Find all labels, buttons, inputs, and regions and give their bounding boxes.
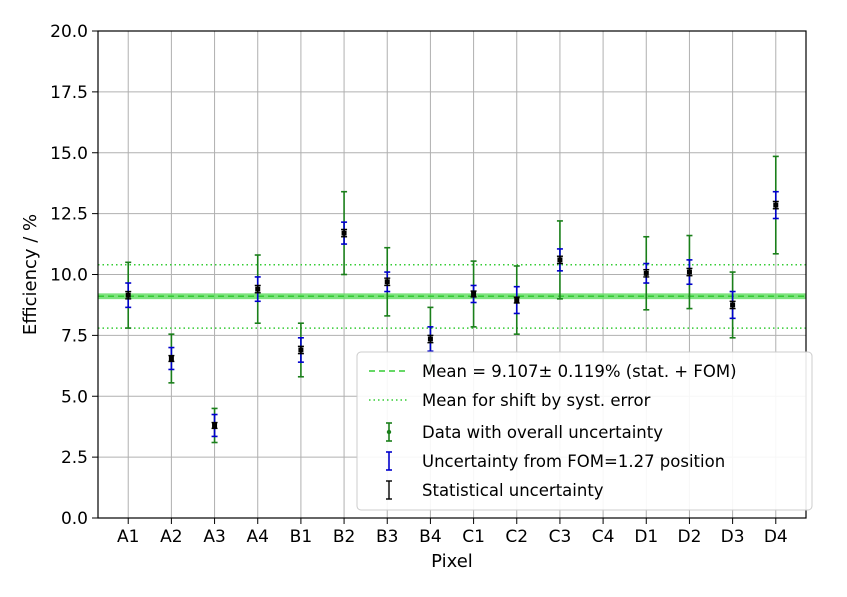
data-point-B2 xyxy=(341,190,348,276)
data-marker xyxy=(168,356,174,362)
data-point-A2 xyxy=(168,333,175,384)
x-tick-label: C3 xyxy=(549,527,572,547)
y-tick-label: 0.0 xyxy=(61,509,88,529)
data-marker xyxy=(471,291,477,297)
legend-box xyxy=(356,351,813,511)
y-tick-label: 17.5 xyxy=(50,83,88,103)
data-marker xyxy=(427,336,433,342)
y-tick-label: 20.0 xyxy=(50,22,88,42)
x-tick-label: C1 xyxy=(462,527,485,547)
x-tick-label: C4 xyxy=(592,527,615,547)
x-tick-label: D2 xyxy=(677,527,701,547)
data-marker xyxy=(384,279,390,285)
data-marker xyxy=(212,422,218,428)
data-point-A3 xyxy=(211,407,218,444)
legend-symbol-overall-marker xyxy=(386,429,392,435)
x-tick-label: B2 xyxy=(333,527,355,547)
y-tick-label: 2.5 xyxy=(61,448,88,468)
data-point-D1 xyxy=(643,235,650,311)
y-tick-label: 5.0 xyxy=(61,387,88,407)
legend-symbols xyxy=(369,370,409,500)
data-marker xyxy=(730,302,736,308)
data-point-A4 xyxy=(254,254,261,325)
data-marker xyxy=(643,270,649,276)
data-marker xyxy=(773,202,779,208)
x-tick-label: B4 xyxy=(419,527,441,547)
x-tick-label: D1 xyxy=(634,527,658,547)
legend-entry-overall: Data with overall uncertainty xyxy=(422,423,663,442)
x-tick-label: D3 xyxy=(721,527,745,547)
data-marker xyxy=(298,347,304,353)
data-point-D3 xyxy=(729,271,736,339)
x-tick-label: A2 xyxy=(160,527,182,547)
x-tick-label: A1 xyxy=(117,527,139,547)
data-point-B3 xyxy=(384,246,391,317)
y-axis-ticks: 0.0 2.5 5.0 7.5 10.0 12.5 15.0 17.5 20.0 xyxy=(50,22,98,529)
x-tick-label: A3 xyxy=(203,527,225,547)
data-marker xyxy=(255,286,261,292)
x-tick-label: C2 xyxy=(505,527,528,547)
y-tick-label: 10.0 xyxy=(50,266,88,286)
x-tick-label: B3 xyxy=(376,527,398,547)
data-point-B1 xyxy=(297,322,304,378)
x-tick-label: B1 xyxy=(290,527,312,547)
data-point-C3 xyxy=(556,220,563,300)
y-tick-label: 7.5 xyxy=(61,326,88,346)
data-marker xyxy=(514,297,520,303)
data-point-C2 xyxy=(513,265,520,335)
y-tick-label: 12.5 xyxy=(50,205,88,225)
data-point-A1 xyxy=(125,261,132,329)
x-axis-ticks: A1 A2 A3 A4 B1 B2 B3 B4 C1 C2 C3 C4 D1 D2 D3 D4 xyxy=(117,518,788,547)
data-marker xyxy=(125,292,131,298)
legend: Mean = 9.107± 0.119% (stat. + FOM) Mean … xyxy=(356,351,813,511)
legend-entry-stat: Statistical uncertainty xyxy=(422,481,604,500)
data-point-D4 xyxy=(772,155,779,255)
legend-entry-fom: Uncertainty from FOM=1.27 position xyxy=(422,452,725,471)
mean-band-layer xyxy=(98,264,806,329)
data-layer xyxy=(125,155,779,444)
y-tick-label: 15.0 xyxy=(50,144,88,164)
data-point-C1 xyxy=(470,260,477,328)
data-marker xyxy=(557,257,563,263)
y-axis-label: Efficiency / % xyxy=(20,214,41,335)
legend-entry-shift: Mean for shift by syst. error xyxy=(422,391,651,410)
legend-entry-mean: Mean = 9.107± 0.119% (stat. + FOM) xyxy=(422,362,737,381)
x-axis-label: Pixel xyxy=(431,551,473,572)
data-marker xyxy=(341,230,347,236)
x-tick-label: D4 xyxy=(764,527,788,547)
data-marker xyxy=(686,269,692,275)
x-tick-label: A4 xyxy=(247,527,269,547)
data-point-D2 xyxy=(686,234,693,310)
